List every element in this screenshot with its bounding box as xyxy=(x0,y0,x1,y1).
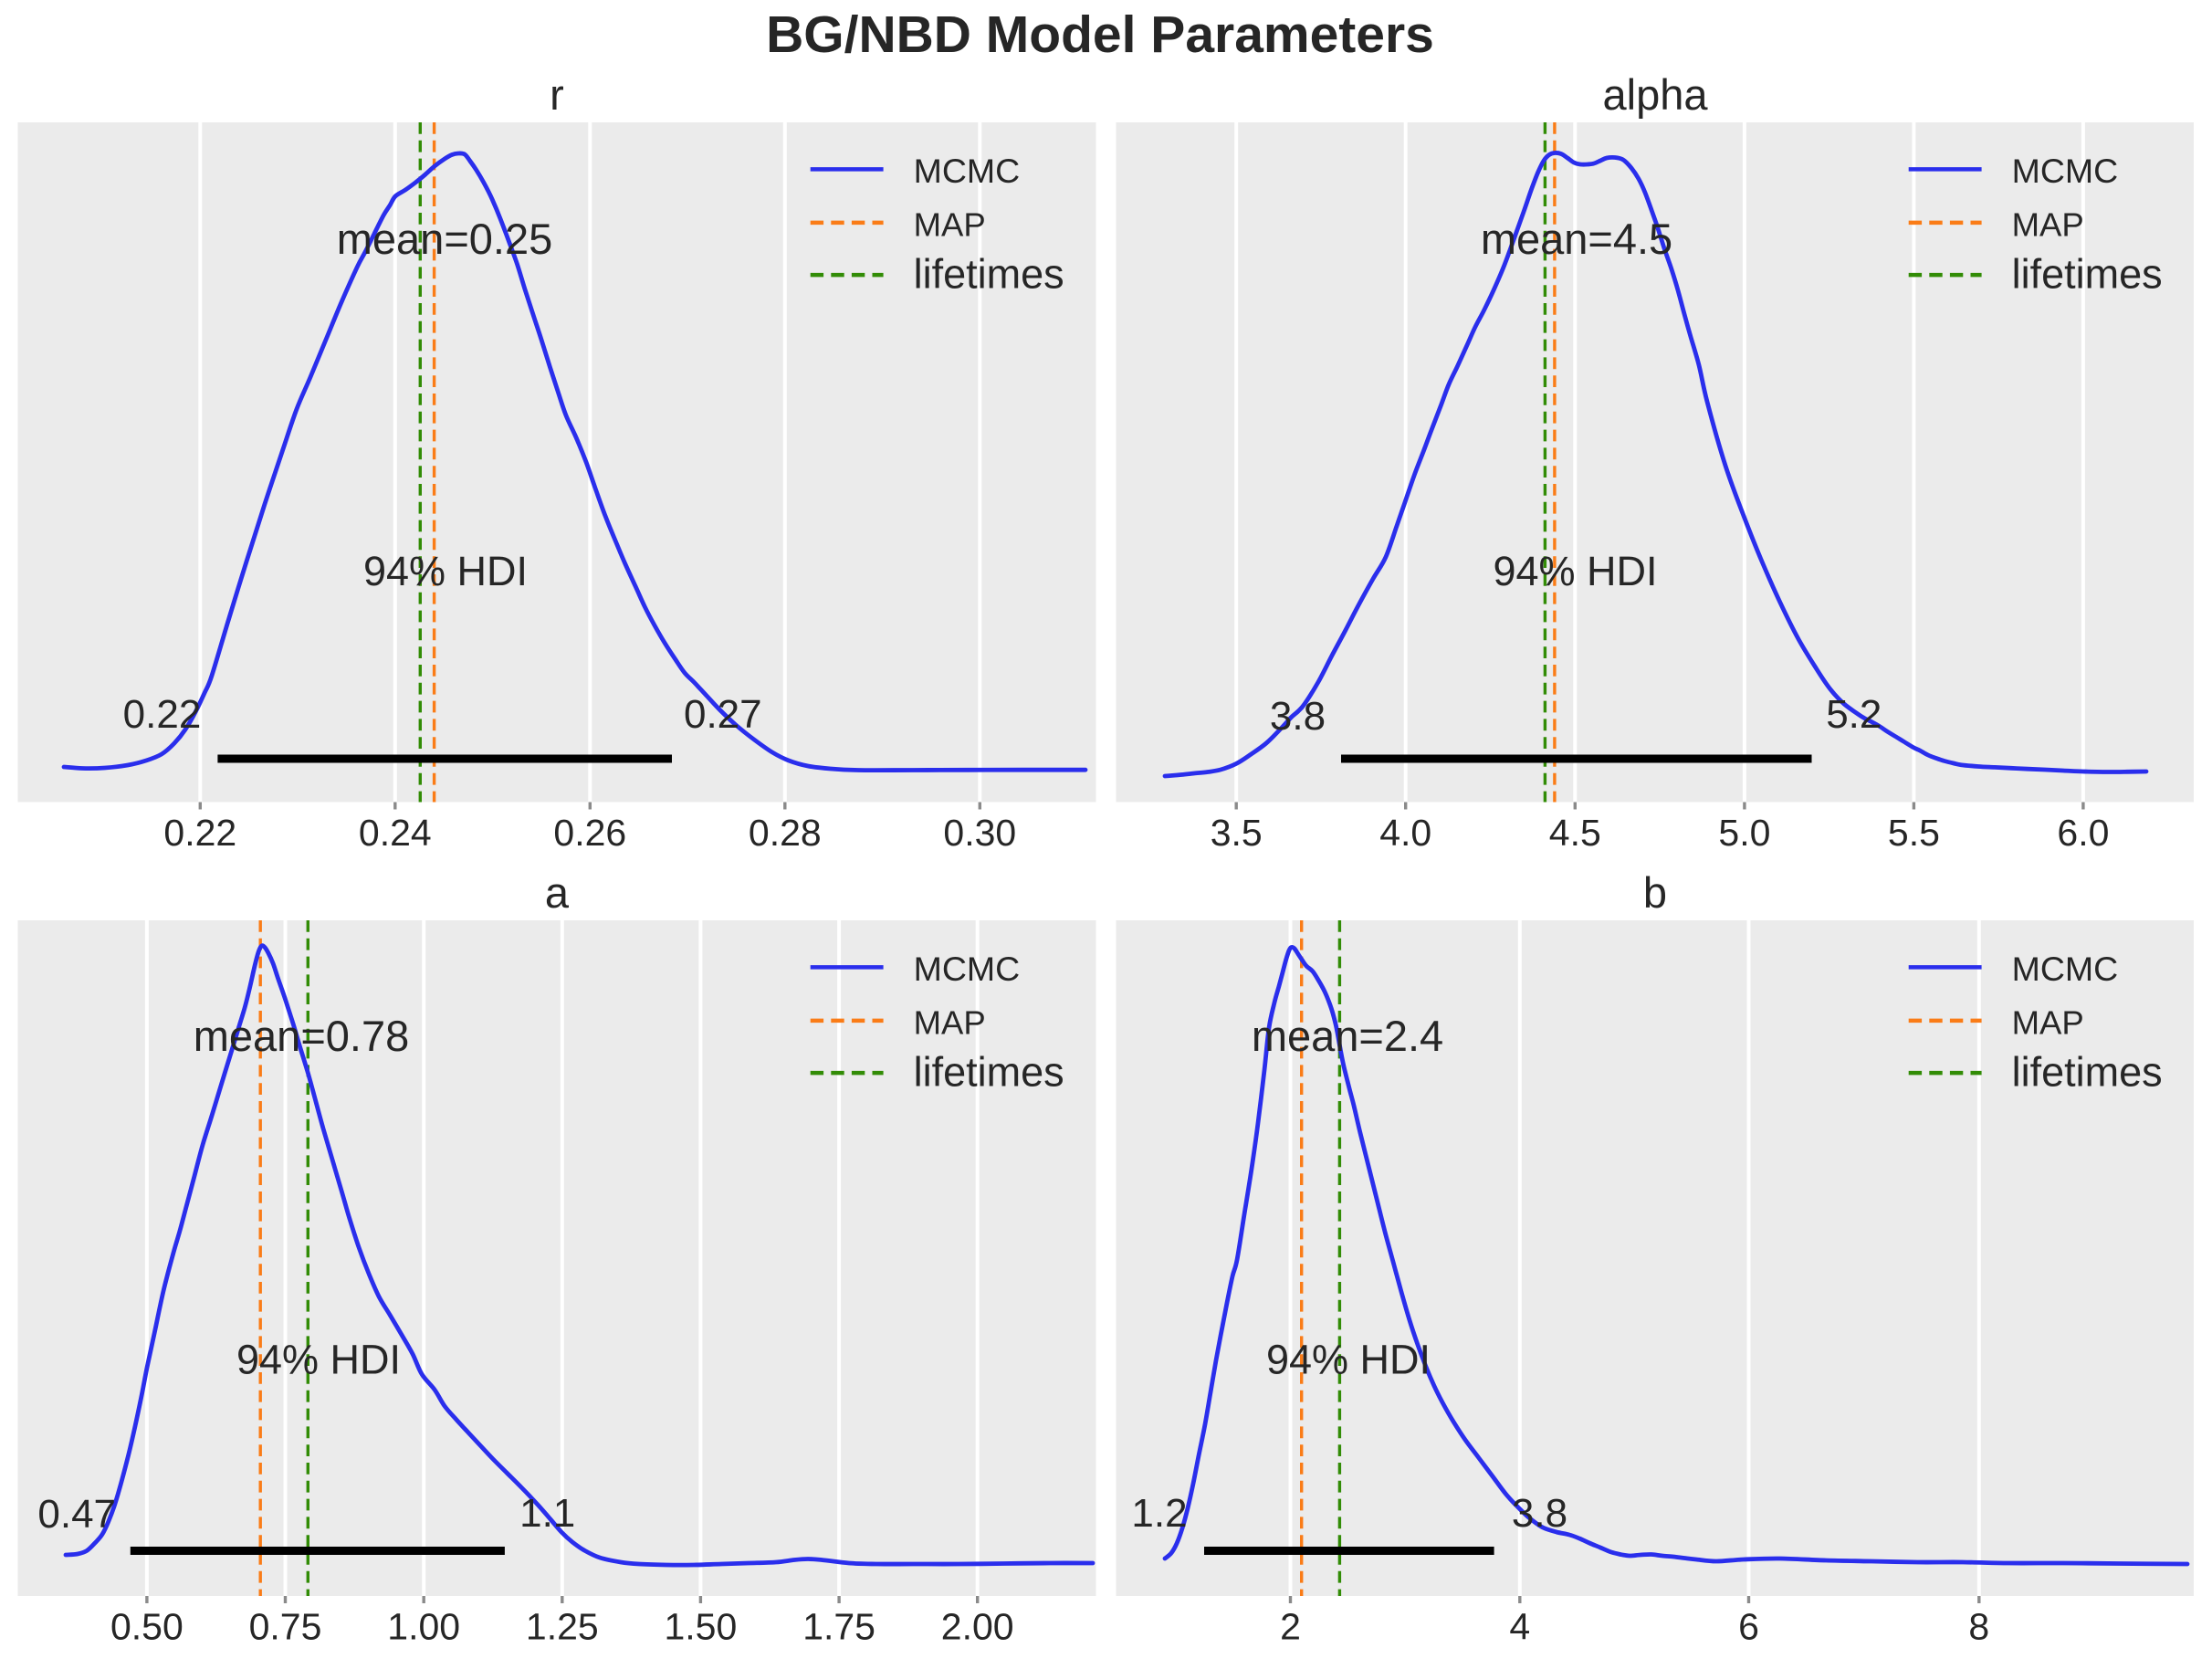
svg-text:alpha: alpha xyxy=(1603,70,1709,119)
svg-text:3.8: 3.8 xyxy=(1270,694,1326,739)
svg-text:mean=0.78: mean=0.78 xyxy=(194,1012,410,1060)
svg-text:94% HDI: 94% HDI xyxy=(1493,548,1657,594)
svg-text:lifetimes: lifetimes xyxy=(914,1049,1064,1096)
svg-text:1.75: 1.75 xyxy=(802,1606,875,1648)
svg-text:MCMC: MCMC xyxy=(914,950,1021,988)
svg-text:94% HDI: 94% HDI xyxy=(236,1337,401,1383)
svg-text:r: r xyxy=(550,70,564,119)
svg-text:mean=4.5: mean=4.5 xyxy=(1481,215,1672,263)
svg-text:MCMC: MCMC xyxy=(2012,950,2119,988)
svg-text:0.75: 0.75 xyxy=(249,1606,322,1648)
svg-text:5.2: 5.2 xyxy=(1826,692,1882,737)
svg-text:8: 8 xyxy=(1968,1606,1989,1648)
svg-text:3.8: 3.8 xyxy=(1512,1491,1567,1536)
svg-text:MCMC: MCMC xyxy=(914,152,1021,190)
svg-text:0.27: 0.27 xyxy=(684,692,762,737)
svg-text:0.22: 0.22 xyxy=(123,692,202,737)
svg-text:94% HDI: 94% HDI xyxy=(1266,1337,1431,1383)
svg-text:0.30: 0.30 xyxy=(943,812,1016,854)
svg-text:lifetimes: lifetimes xyxy=(914,251,1064,298)
svg-text:MCMC: MCMC xyxy=(2012,152,2119,190)
svg-text:2: 2 xyxy=(1280,1606,1301,1648)
svg-text:1.00: 1.00 xyxy=(387,1606,460,1648)
svg-text:MAP: MAP xyxy=(914,205,986,243)
svg-text:MAP: MAP xyxy=(2012,1003,2084,1041)
svg-text:94% HDI: 94% HDI xyxy=(363,548,528,594)
svg-text:0.26: 0.26 xyxy=(553,812,626,854)
svg-text:1.50: 1.50 xyxy=(664,1606,737,1648)
svg-text:4.0: 4.0 xyxy=(1379,812,1431,854)
svg-text:lifetimes: lifetimes xyxy=(2012,1049,2163,1096)
svg-text:MAP: MAP xyxy=(914,1003,986,1041)
svg-text:6: 6 xyxy=(1738,1606,1759,1648)
svg-text:0.22: 0.22 xyxy=(163,812,236,854)
svg-text:1.2: 1.2 xyxy=(1131,1491,1187,1536)
svg-text:3.5: 3.5 xyxy=(1211,812,1263,854)
svg-text:0.47: 0.47 xyxy=(37,1492,116,1537)
svg-text:0.50: 0.50 xyxy=(110,1606,183,1648)
svg-text:1.25: 1.25 xyxy=(526,1606,599,1648)
svg-text:2.00: 2.00 xyxy=(941,1606,1014,1648)
svg-text:b: b xyxy=(1643,868,1667,917)
svg-text:mean=2.4: mean=2.4 xyxy=(1252,1012,1443,1060)
svg-text:mean=0.25: mean=0.25 xyxy=(337,215,553,263)
svg-text:4: 4 xyxy=(1509,1606,1530,1648)
svg-text:a: a xyxy=(545,868,570,917)
svg-text:5.0: 5.0 xyxy=(1718,812,1770,854)
svg-text:lifetimes: lifetimes xyxy=(2012,251,2163,298)
svg-text:MAP: MAP xyxy=(2012,205,2084,243)
svg-text:4.5: 4.5 xyxy=(1549,812,1601,854)
svg-text:0.24: 0.24 xyxy=(359,812,432,854)
svg-text:0.28: 0.28 xyxy=(749,812,822,854)
svg-text:6.0: 6.0 xyxy=(2057,812,2109,854)
svg-text:5.5: 5.5 xyxy=(1888,812,1940,854)
svg-text:1.1: 1.1 xyxy=(519,1491,575,1536)
svg-text:BG/NBD Model Parameters: BG/NBD Model Parameters xyxy=(766,5,1434,64)
